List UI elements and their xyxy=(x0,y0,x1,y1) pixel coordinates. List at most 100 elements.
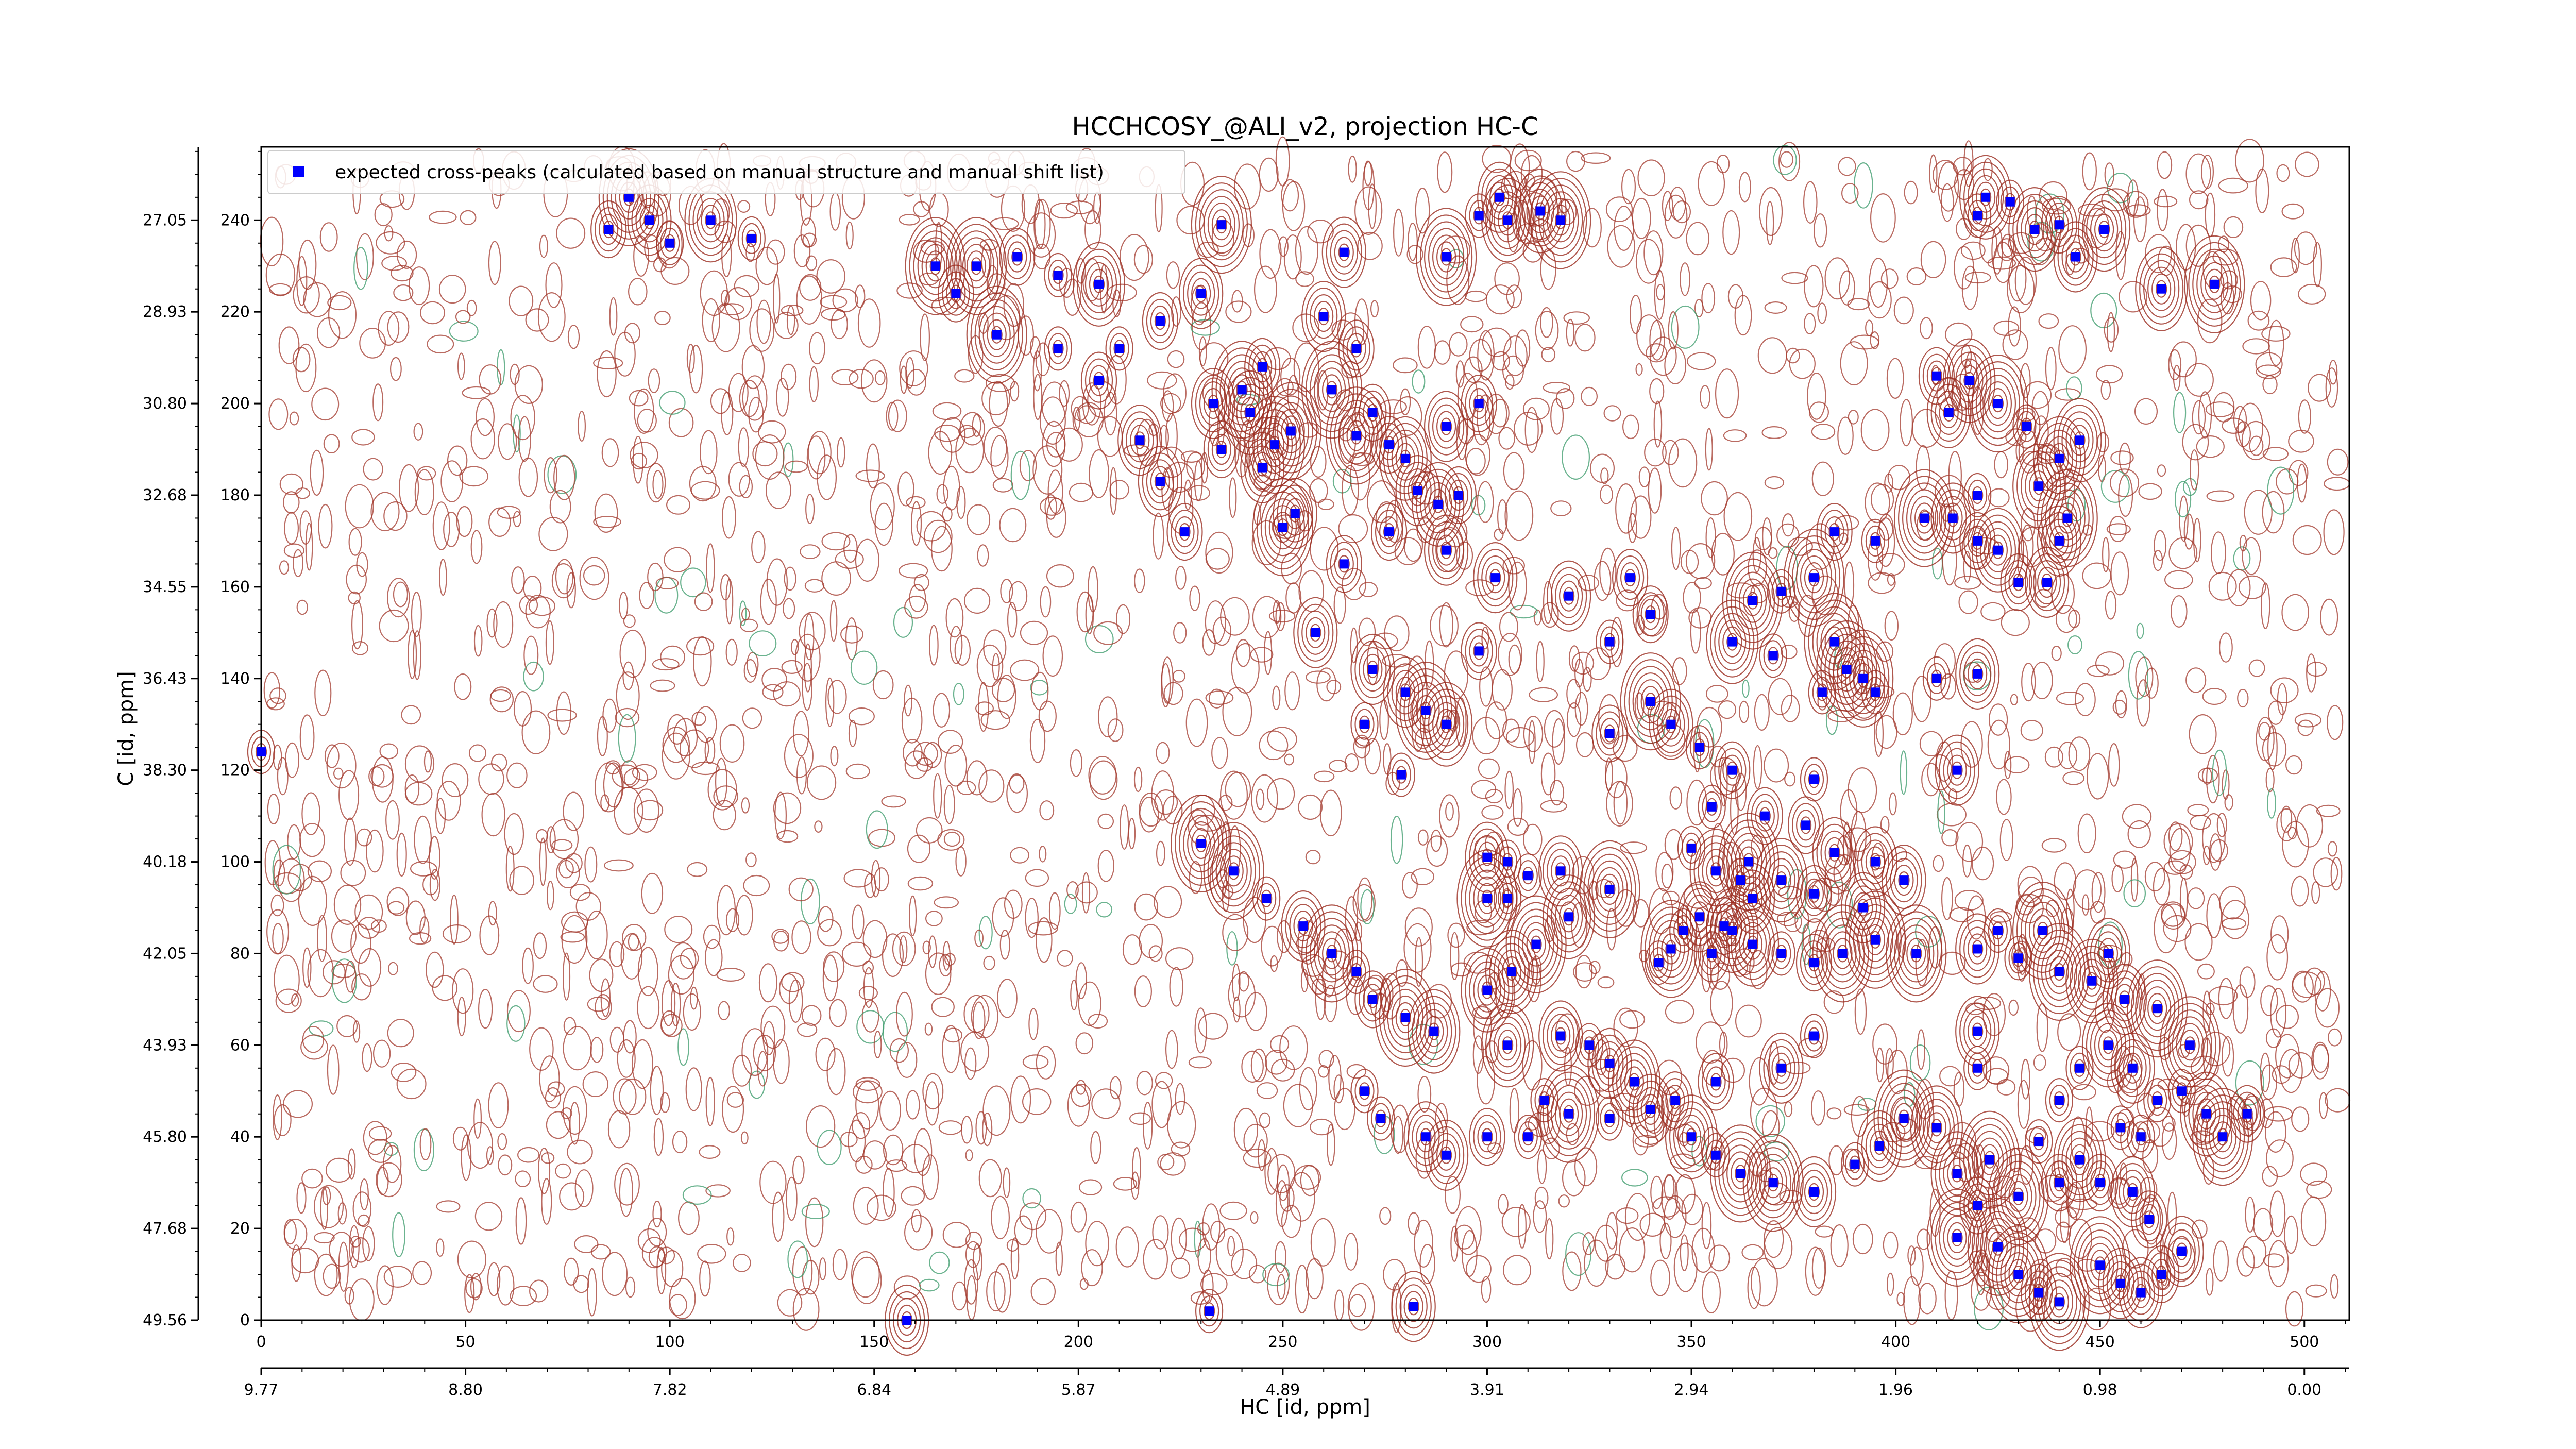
cross-peak-point xyxy=(1760,811,1770,821)
noise-contour xyxy=(1275,602,1286,631)
noise-contour xyxy=(1010,450,1031,500)
peak-contour xyxy=(2110,1156,2155,1228)
noise-contour xyxy=(691,712,706,726)
peak-contour xyxy=(2041,942,2077,1001)
peak-contour xyxy=(2127,959,2188,1058)
noise-contour xyxy=(390,357,402,381)
noise-contour xyxy=(1171,1141,1191,1157)
noise-contour xyxy=(506,762,528,788)
peak-contour xyxy=(1596,711,1624,756)
peak-contour xyxy=(1191,367,1236,440)
noise-contour xyxy=(924,1022,933,1036)
noise-contour xyxy=(2202,813,2226,863)
peak-contour xyxy=(2090,1016,2127,1074)
noise-contour xyxy=(848,719,857,747)
noise-contour xyxy=(2227,569,2251,606)
noise-contour xyxy=(899,563,928,579)
noise-contour xyxy=(2170,341,2197,378)
noise-contour xyxy=(515,1197,527,1245)
noise-contour xyxy=(2256,364,2281,379)
noise-contour xyxy=(1755,1105,1785,1137)
cross-peak-point xyxy=(1503,857,1513,867)
peak-contour xyxy=(1494,188,1505,206)
noise-contour xyxy=(295,343,317,393)
peak-contour xyxy=(1767,931,1795,976)
noise-contour xyxy=(2184,923,2213,961)
peak-contour xyxy=(660,227,680,259)
noise-contour xyxy=(618,714,636,763)
cross-peak-point xyxy=(1993,545,2003,555)
noise-contour xyxy=(668,1294,687,1316)
peak-contour xyxy=(1126,418,1154,463)
peak-contour xyxy=(1485,929,1538,1015)
noise-contour xyxy=(1077,405,1096,424)
peak-contour xyxy=(2163,1222,2200,1280)
noise-contour xyxy=(1039,800,1055,821)
peak-contour xyxy=(913,230,958,302)
noise-contour xyxy=(1662,191,1673,221)
peak-contour xyxy=(1257,883,1277,914)
noise-contour xyxy=(465,1278,483,1299)
peak-contour xyxy=(1489,568,1501,587)
noise-contour xyxy=(1113,1176,1138,1191)
noise-contour xyxy=(1464,290,1487,302)
noise-contour xyxy=(2297,463,2307,503)
noise-contour xyxy=(945,598,964,638)
noise-contour xyxy=(481,793,505,837)
cross-peak-point xyxy=(1625,573,1635,583)
peak-contour xyxy=(1052,340,1064,358)
noise-contour xyxy=(802,663,812,711)
peak-contour xyxy=(1930,1131,1984,1216)
noise-contour xyxy=(913,742,938,766)
noise-contour xyxy=(743,659,757,683)
noise-contour xyxy=(583,565,605,586)
noise-contour xyxy=(786,1176,798,1221)
noise-contour xyxy=(1437,151,1453,193)
peak-contour xyxy=(1926,663,1946,694)
noise-contour xyxy=(2281,594,2310,631)
noise-contour xyxy=(578,411,586,442)
noise-contour xyxy=(2270,915,2289,954)
peak-contour xyxy=(1244,439,1281,497)
noise-contour xyxy=(978,1159,1002,1198)
noise-contour xyxy=(457,352,465,380)
noise-contour xyxy=(1090,1131,1101,1164)
peak-contour xyxy=(1975,1211,2020,1283)
noise-contour xyxy=(1085,1221,1109,1267)
peak-contour xyxy=(595,207,623,252)
noise-contour xyxy=(338,770,360,820)
peak-contour xyxy=(1354,970,1391,1029)
cross-peak-point xyxy=(1490,573,1500,583)
peak-contour xyxy=(2049,1286,2069,1318)
noise-contour xyxy=(882,1012,908,1052)
noise-contour xyxy=(983,955,995,970)
peak-contour xyxy=(2147,1085,2167,1116)
noise-contour xyxy=(697,1244,726,1264)
noise-contour xyxy=(368,766,385,786)
peak-contour xyxy=(1971,361,2024,446)
peak-contour xyxy=(1890,1096,1918,1141)
noise-contour xyxy=(1161,656,1174,704)
peak-contour xyxy=(1432,404,1461,449)
peak-contour xyxy=(1240,397,1260,429)
peak-contour xyxy=(1975,367,2020,440)
noise-contour xyxy=(408,630,417,679)
noise-contour xyxy=(855,469,885,482)
peak-contour xyxy=(1722,626,1742,658)
noise-contour xyxy=(997,675,1016,719)
peak-contour xyxy=(2090,207,2119,252)
noise-contour xyxy=(1513,788,1523,827)
noise-contour xyxy=(1022,1188,1041,1209)
noise-contour xyxy=(1487,1142,1502,1154)
peak-contour xyxy=(2045,436,2073,481)
noise-contour xyxy=(2319,1092,2328,1119)
peak-contour xyxy=(1367,403,1379,422)
noise-contour xyxy=(284,742,299,778)
peak-contour xyxy=(1955,913,2000,985)
peak-contour xyxy=(1698,1053,1734,1111)
noise-contour xyxy=(1218,795,1233,811)
y-ppm-tick-label: 27.05 xyxy=(143,211,187,229)
noise-contour xyxy=(398,464,419,512)
peak-contour xyxy=(1919,509,1930,527)
noise-contour xyxy=(563,952,571,1001)
